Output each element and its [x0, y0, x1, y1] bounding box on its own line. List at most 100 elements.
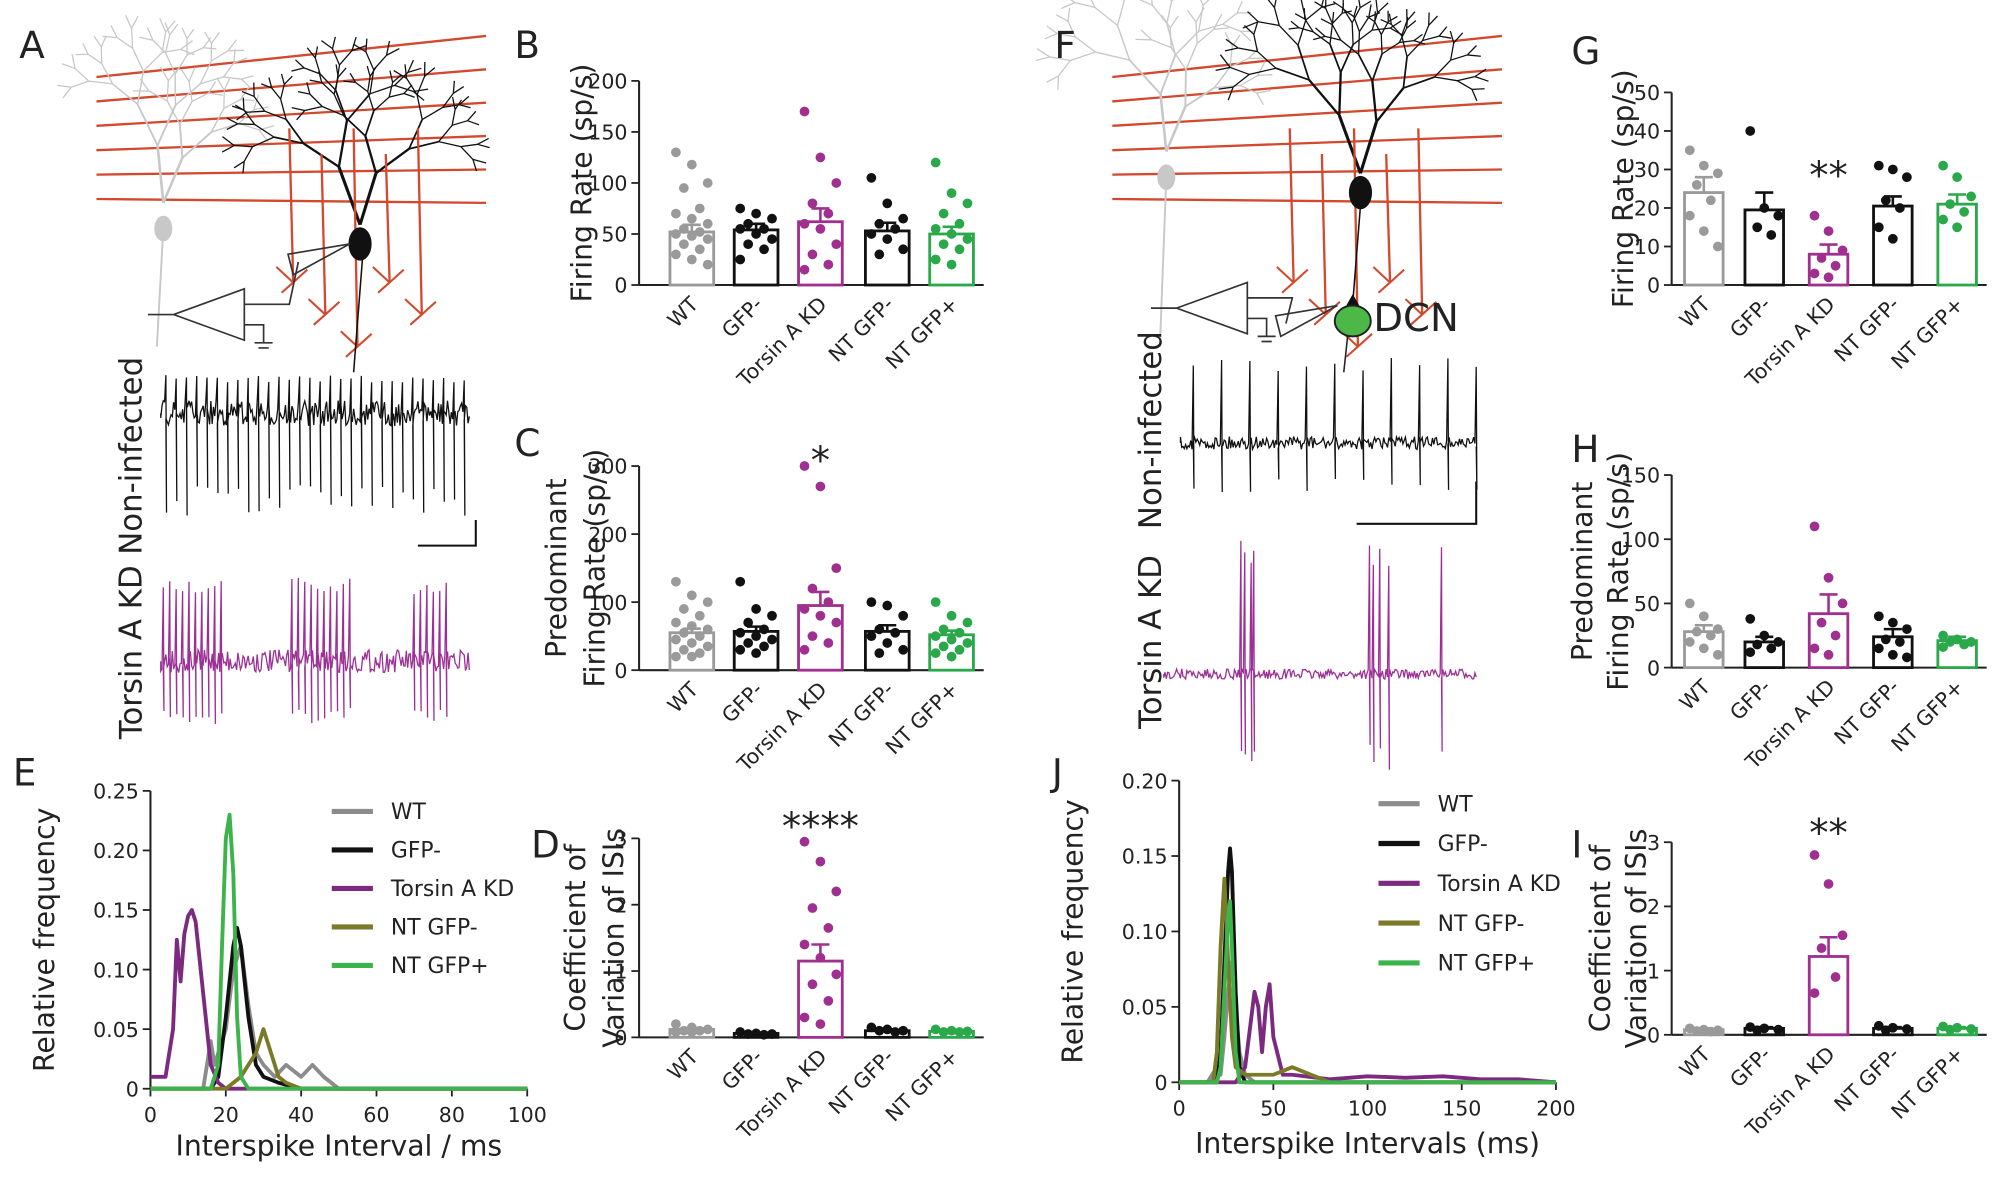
- data-point: [1966, 1024, 1977, 1034]
- data-point: [866, 172, 877, 183]
- data-point: [702, 1024, 713, 1035]
- y-tick-label: 100: [588, 591, 627, 615]
- dendrite: [166, 100, 181, 125]
- data-point: [1830, 260, 1841, 271]
- dendrite: [186, 47, 204, 56]
- dendrite: [1202, 0, 1210, 6]
- dendrite: [1095, 51, 1130, 61]
- dendrite: [343, 80, 356, 83]
- data-point: [1691, 179, 1702, 190]
- data-point: [866, 597, 877, 608]
- dendrite: [1224, 47, 1239, 52]
- data-point: [954, 1027, 965, 1037]
- soma: [348, 227, 372, 261]
- data-point: [694, 648, 705, 659]
- dendrite: [1466, 45, 1478, 56]
- dendrite: [223, 76, 242, 80]
- dendrite: [1035, 56, 1050, 62]
- data-point: [866, 1022, 877, 1033]
- dendrite: [453, 85, 465, 94]
- data-point: [823, 923, 834, 933]
- dendrite: [132, 47, 144, 72]
- dendrite: [139, 78, 150, 92]
- data-point: [1809, 210, 1820, 221]
- axon-terminal: [1346, 294, 1360, 306]
- y-tick-label: 200: [588, 70, 627, 94]
- dendrite: [1186, 9, 1197, 23]
- error-bar: [1883, 627, 1902, 637]
- dendrite: [1406, 40, 1424, 58]
- dendrite: [241, 75, 254, 80]
- dendrite: [291, 67, 305, 72]
- data-point: [1705, 195, 1716, 206]
- panel-label: G: [1571, 29, 1600, 73]
- dendrite: [57, 84, 72, 88]
- dendrite: [280, 98, 287, 120]
- data-point: [743, 617, 754, 628]
- dendrite: [1343, 8, 1355, 18]
- dendrite: [1375, 0, 1379, 13]
- dendrite: [1331, 12, 1335, 25]
- data-point: [1830, 972, 1841, 982]
- error-bar: [1694, 623, 1713, 632]
- data-point: [898, 610, 909, 621]
- dendrite: [1312, 31, 1331, 45]
- data-point: [1945, 637, 1956, 647]
- legend-label: Torsin A KD: [390, 877, 514, 902]
- dendrite: [1239, 84, 1258, 94]
- dendrite: [369, 66, 377, 77]
- dendrite: [1320, 18, 1333, 26]
- dendrite: [1312, 35, 1326, 41]
- dendrite: [1403, 76, 1435, 89]
- y-axis-label: Firing Rate (sp/s): [578, 449, 611, 688]
- dendrite: [271, 87, 282, 100]
- data-point: [759, 624, 769, 635]
- data-point: [962, 234, 973, 244]
- dendrite: [1237, 47, 1258, 53]
- fiber-branch: [1276, 266, 1309, 294]
- data-point: [799, 461, 810, 471]
- dendrite: [252, 136, 275, 148]
- y-axis-label: Relative frequency: [28, 808, 61, 1072]
- dendrite: [210, 122, 239, 133]
- data-point: [735, 627, 746, 638]
- y-tick-label: 40: [1634, 120, 1660, 144]
- scale-bar: [417, 519, 477, 547]
- dendrite: [1398, 27, 1408, 43]
- data-point: [1705, 1026, 1716, 1037]
- data-point: [678, 604, 689, 614]
- data-point: [702, 178, 713, 188]
- dendrite: [139, 36, 153, 41]
- dendrite: [130, 15, 139, 29]
- dendrite: [1400, 35, 1408, 57]
- dendrite: [367, 76, 371, 92]
- dendrite: [416, 94, 423, 120]
- data-point: [1952, 172, 1963, 183]
- neuron-drawing: [1035, 0, 1503, 358]
- climbing-fiber: [1417, 128, 1424, 315]
- dendrite: [1406, 11, 1416, 22]
- plots: A Non-infected Torsin A KD F DCN Non-infected…: [13, 23, 1987, 1162]
- dendrite: [181, 131, 212, 159]
- dendrite: [416, 76, 426, 95]
- soma: [154, 215, 173, 242]
- y-axis-label: Predominant: [540, 478, 573, 658]
- x-tick-label: WT: [1675, 1042, 1716, 1082]
- dendrite: [1288, 27, 1300, 30]
- dendrite: [200, 76, 224, 85]
- dendrite: [253, 94, 260, 110]
- x-tick-label: GFP-: [1725, 1042, 1775, 1092]
- dendrite: [1332, 1, 1344, 9]
- dendrite: [180, 69, 190, 82]
- dendrite: [1057, 60, 1071, 77]
- dendrite: [159, 18, 167, 33]
- chart: C 0 100 200 300 Predominant Firing Rate (sp/s)…: [514, 421, 984, 777]
- parallel-fiber: [1112, 134, 1502, 152]
- data-point: [1887, 164, 1898, 175]
- x-tick-label: WT: [663, 1044, 704, 1084]
- dendrite: [233, 49, 236, 63]
- data-point: [735, 1027, 746, 1037]
- dendrite: [1219, 54, 1231, 68]
- panel-label: C: [514, 421, 540, 465]
- dendrite: [280, 73, 285, 85]
